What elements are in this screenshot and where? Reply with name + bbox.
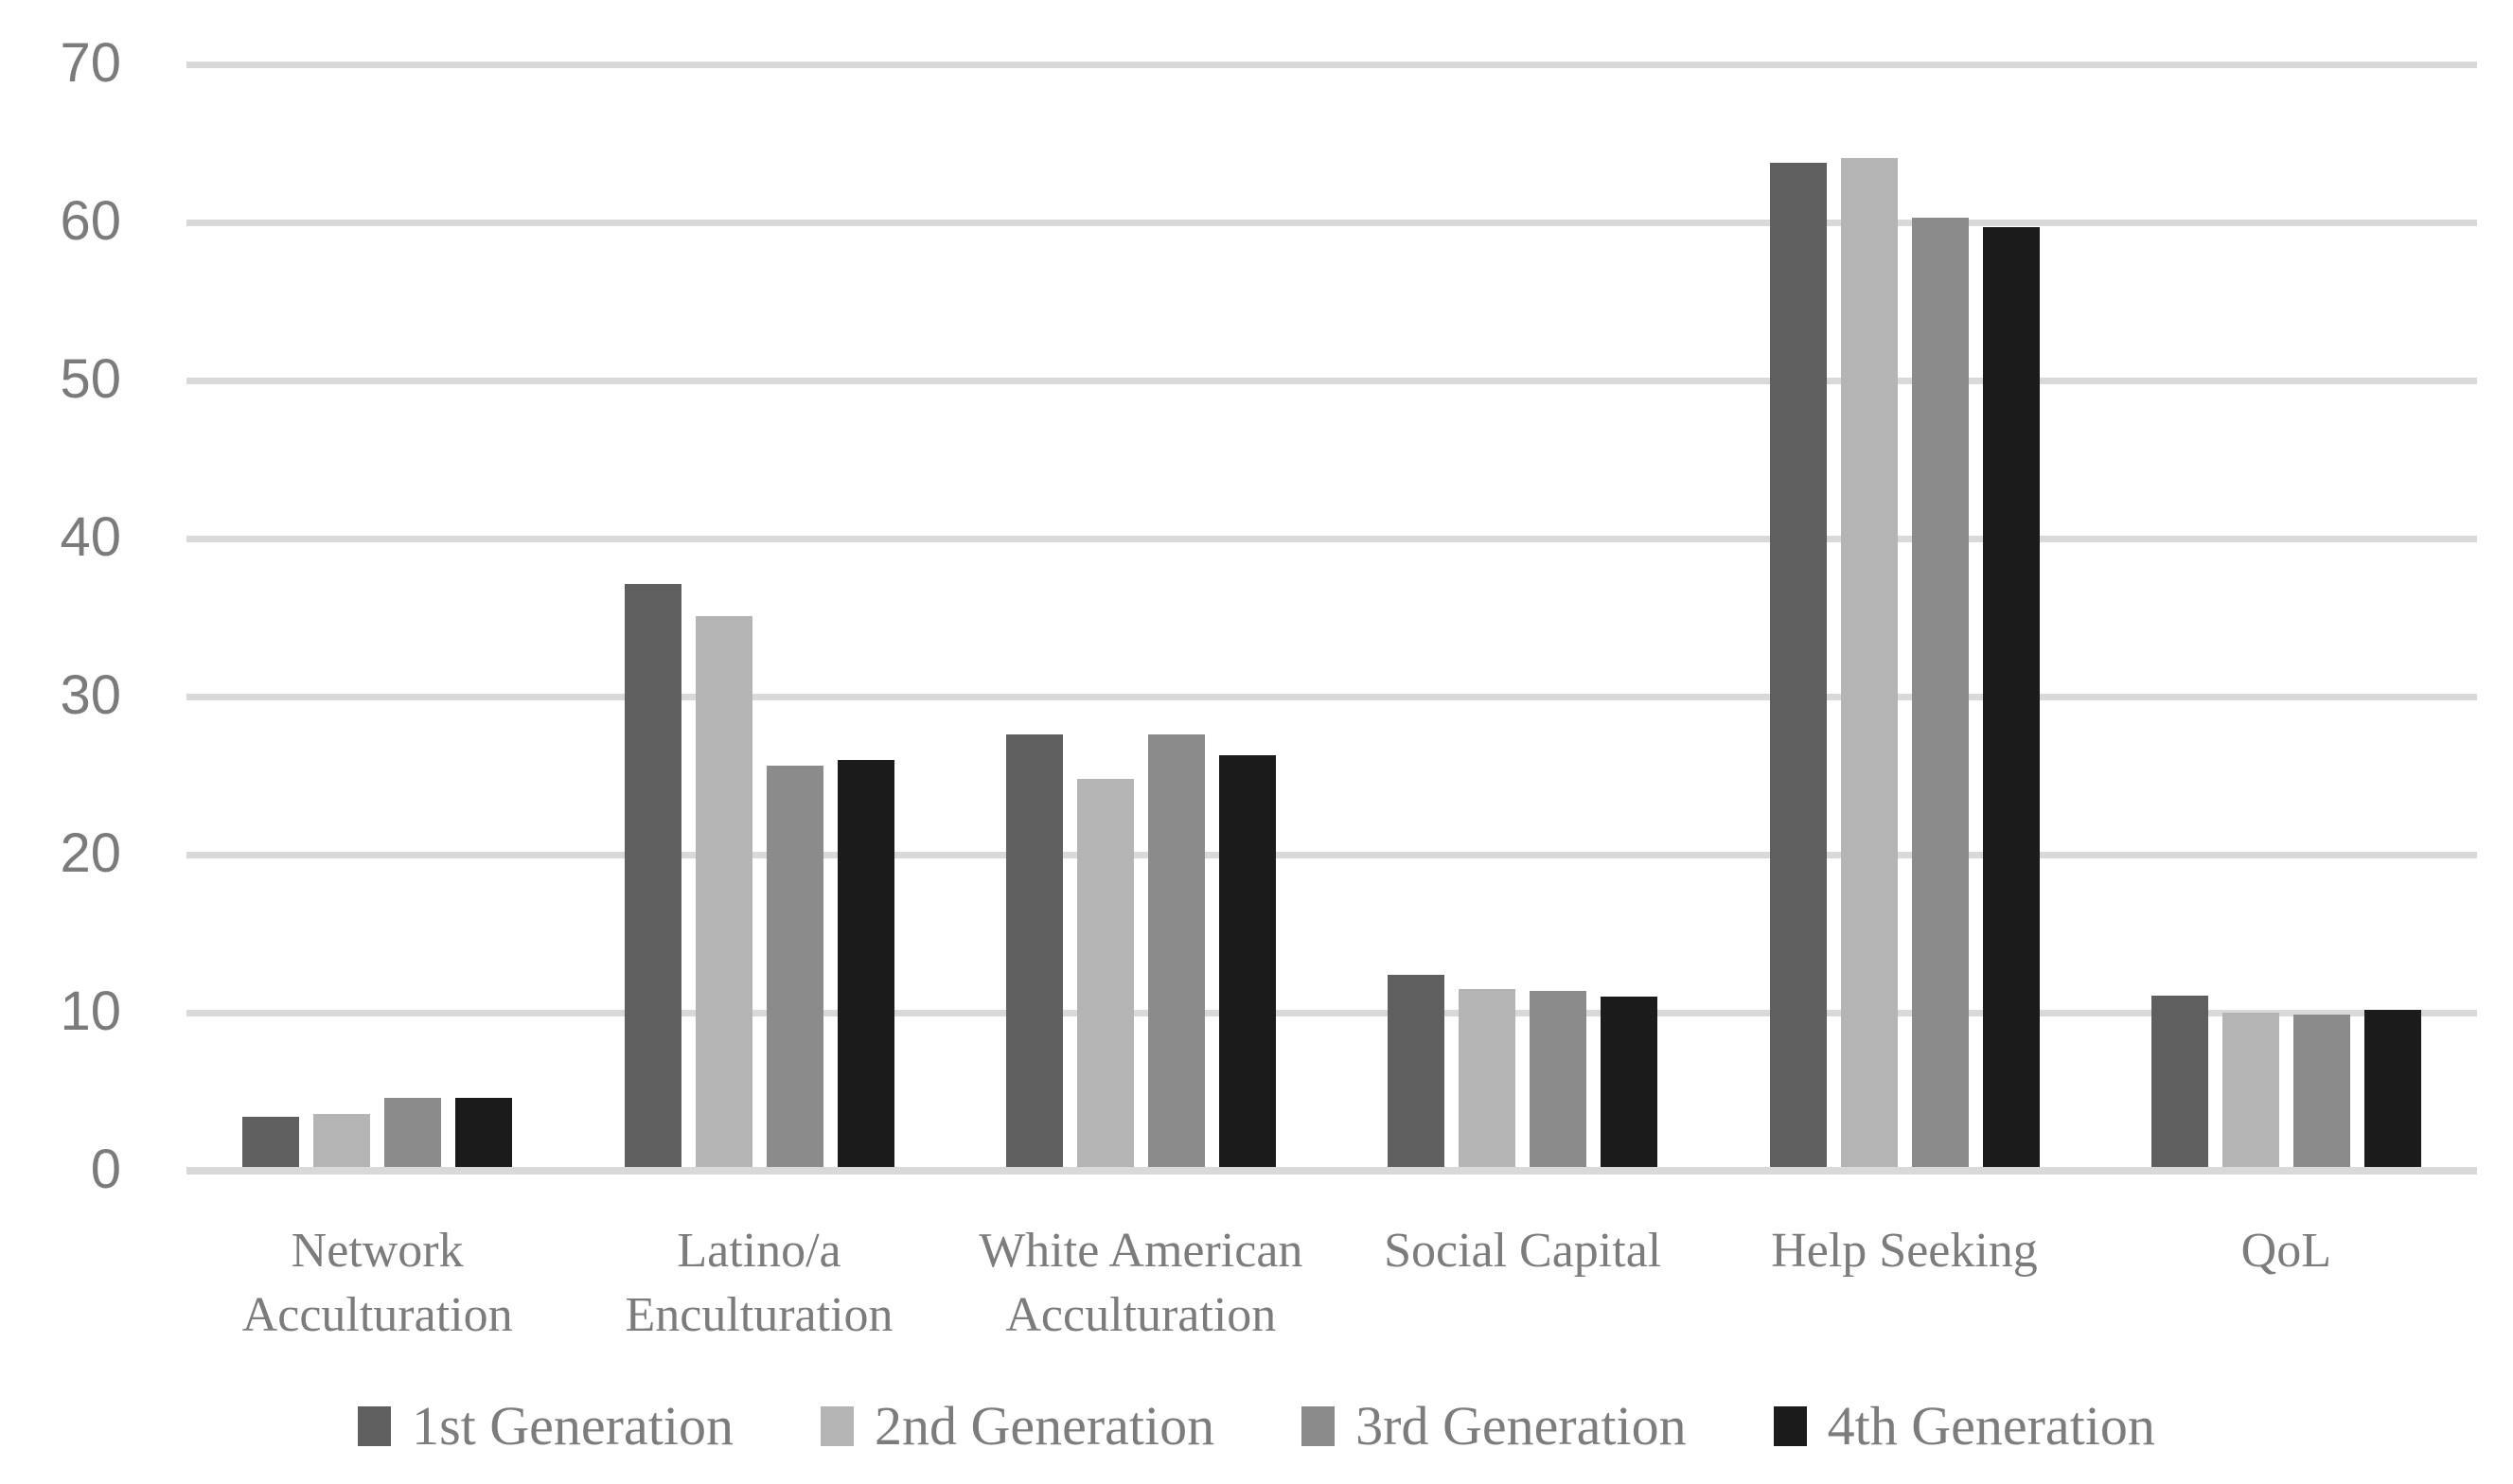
bar xyxy=(1530,990,1587,1171)
legend: 1st Generation 2nd Generation 3rd Generati… xyxy=(0,1370,2513,1482)
y-axis-tick-label: 40 xyxy=(60,505,121,568)
bar xyxy=(313,1113,371,1171)
gridline xyxy=(186,1010,2477,1016)
bar xyxy=(624,584,681,1171)
bar xyxy=(1076,778,1134,1171)
bar xyxy=(1769,162,1827,1171)
gridline xyxy=(186,378,2477,384)
legend-item: 2nd Generation xyxy=(820,1395,1215,1457)
bar xyxy=(1911,217,1969,1171)
bar xyxy=(766,766,823,1171)
y-axis-tick-label: 30 xyxy=(60,663,121,726)
x-axis-category-label: White American Acculturation xyxy=(979,1224,1303,1342)
y-axis-tick-label: 10 xyxy=(60,980,121,1042)
bar xyxy=(2221,1013,2279,1171)
legend-label: 4th Generation xyxy=(1827,1395,2155,1457)
bar xyxy=(384,1098,442,1171)
bar xyxy=(455,1098,513,1171)
legend-swatch xyxy=(820,1406,854,1446)
x-axis-category-label: Social Capital xyxy=(1384,1224,1662,1278)
legend-swatch xyxy=(358,1406,392,1446)
gridline xyxy=(186,62,2477,68)
legend-label: 1st Generation xyxy=(412,1395,734,1457)
y-axis-tick-label: 20 xyxy=(60,822,121,884)
bar xyxy=(2150,995,2208,1171)
bar xyxy=(1840,157,1898,1171)
legend-swatch xyxy=(1301,1406,1336,1446)
legend-swatch xyxy=(1773,1406,1807,1446)
y-axis-tick-label: 50 xyxy=(60,347,121,410)
legend-label: 2nd Generation xyxy=(874,1395,1215,1457)
x-axis-category-label: QoL xyxy=(2240,1224,2331,1278)
bar xyxy=(837,759,894,1171)
bar xyxy=(1982,227,2040,1171)
bar xyxy=(1601,997,1658,1171)
bar xyxy=(1459,988,1516,1171)
bar xyxy=(2363,1009,2421,1171)
y-axis-tick-label: 70 xyxy=(60,31,121,94)
bar xyxy=(1005,734,1063,1171)
bar xyxy=(242,1117,300,1171)
bar xyxy=(1388,974,1445,1171)
bar xyxy=(2292,1014,2350,1171)
gridline xyxy=(186,852,2477,858)
legend-item: 1st Generation xyxy=(358,1399,734,1454)
legend-item: 3rd Generation xyxy=(1301,1395,1687,1457)
x-axis-category-label: Help Seeking xyxy=(1771,1224,2038,1278)
x-axis-category-label: Latino/a Enculturation xyxy=(625,1224,894,1342)
gridline xyxy=(186,694,2477,700)
gridline xyxy=(186,536,2477,542)
x-axis-category-label: Network Acculturation xyxy=(241,1224,513,1342)
x-axis-line xyxy=(186,1167,2477,1175)
y-axis-tick-label: 60 xyxy=(60,189,121,252)
bar xyxy=(1147,734,1205,1171)
bar xyxy=(695,615,752,1171)
legend-label: 3rd Generation xyxy=(1355,1395,1687,1457)
legend-item: 4th Generation xyxy=(1773,1395,2155,1457)
y-axis-tick-label: 0 xyxy=(90,1138,121,1200)
gridline xyxy=(186,220,2477,226)
bar xyxy=(1218,754,1276,1171)
